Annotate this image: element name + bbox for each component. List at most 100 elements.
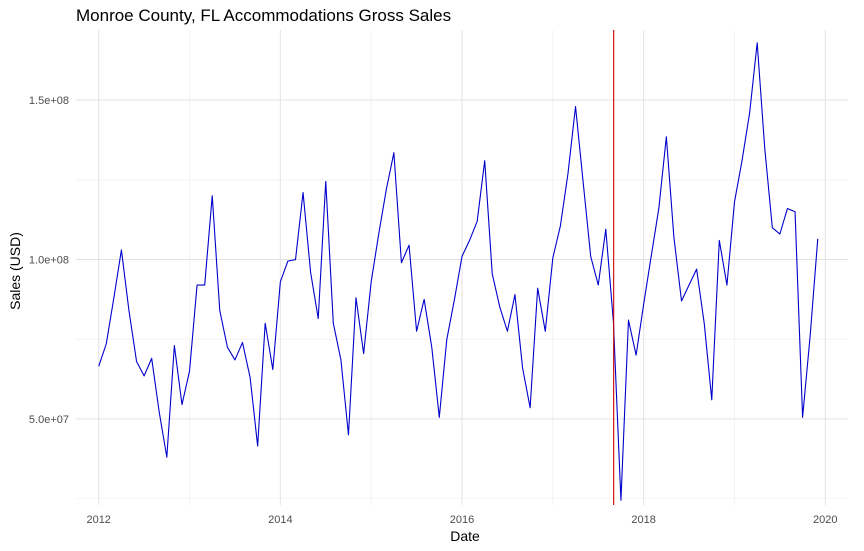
data-point [756, 42, 758, 44]
data-point [643, 303, 645, 305]
data-point [817, 238, 819, 240]
y-tick-label: 5.0e+07 [29, 414, 69, 426]
data-point [310, 271, 312, 273]
data-point [173, 345, 175, 347]
data-point [113, 297, 115, 299]
x-tick-label: 2018 [631, 514, 655, 526]
y-axis-ticks: 5.0e+07 1.0e+08 1.5e+08 [29, 95, 69, 426]
data-point [491, 273, 493, 275]
data-point [522, 367, 524, 369]
data-point [302, 192, 304, 194]
x-tick-label: 2020 [813, 514, 837, 526]
data-point [151, 357, 153, 359]
data-point [567, 173, 569, 175]
data-point [264, 322, 266, 324]
data-point [257, 445, 259, 447]
data-point [249, 377, 251, 379]
data-point [802, 416, 804, 418]
data-point [681, 300, 683, 302]
data-point [325, 181, 327, 183]
series-layer [98, 42, 819, 501]
data-point [514, 294, 516, 296]
data-point [279, 281, 281, 283]
data-point [393, 152, 395, 154]
data-point [544, 330, 546, 332]
data-point [332, 322, 334, 324]
series-line [98, 42, 819, 501]
y-tick-label: 1.0e+08 [29, 255, 69, 267]
x-tick-label: 2014 [268, 514, 292, 526]
data-point [726, 284, 728, 286]
data-point [340, 359, 342, 361]
data-point [401, 262, 403, 264]
data-point [673, 236, 675, 238]
data-point [794, 211, 796, 213]
data-point [348, 434, 350, 436]
x-tick-label: 2012 [86, 514, 110, 526]
data-point [703, 322, 705, 324]
data-point [431, 346, 433, 348]
data-point [779, 233, 781, 235]
data-point [711, 399, 713, 401]
data-point [317, 318, 319, 320]
y-tick-label: 1.5e+08 [29, 95, 69, 107]
data-point [181, 404, 183, 406]
data-point [718, 240, 720, 242]
data-point [620, 499, 622, 501]
x-axis-title: Date [450, 528, 480, 544]
data-point [454, 298, 456, 300]
data-point [696, 268, 698, 270]
data-point [764, 147, 766, 149]
data-point [605, 228, 607, 230]
data-point [787, 208, 789, 210]
data-point [121, 249, 123, 251]
data-point [749, 112, 751, 114]
data-point [582, 181, 584, 183]
data-point [628, 319, 630, 321]
data-point [771, 227, 773, 229]
data-point [355, 297, 357, 299]
data-point [552, 257, 554, 259]
data-point [665, 136, 667, 138]
data-point [688, 284, 690, 286]
data-point [461, 255, 463, 257]
data-point [438, 416, 440, 418]
data-point [166, 456, 168, 458]
data-point [98, 365, 100, 367]
data-point [416, 330, 418, 332]
data-point [196, 284, 198, 286]
x-axis-ticks: 2012 2014 2016 2018 2020 [86, 514, 837, 526]
data-point [234, 359, 236, 361]
data-point [499, 306, 501, 308]
data-point [476, 220, 478, 222]
data-point [219, 310, 221, 312]
y-axis-title: Sales (USD) [7, 232, 23, 310]
data-point [211, 195, 213, 197]
data-point [242, 342, 244, 344]
data-point [128, 310, 130, 312]
data-point [590, 255, 592, 257]
data-point [484, 160, 486, 162]
chart-title: Monroe County, FL Accommodations Gross S… [76, 6, 452, 25]
data-point [575, 106, 577, 108]
data-point [658, 208, 660, 210]
data-point [363, 353, 365, 355]
major-gridlines [76, 30, 848, 505]
data-point [378, 233, 380, 235]
data-point [295, 259, 297, 261]
data-point [143, 375, 145, 377]
data-point [227, 346, 229, 348]
data-point [507, 330, 509, 332]
data-point [385, 188, 387, 190]
data-point [734, 201, 736, 203]
data-point [537, 287, 539, 289]
data-point [559, 225, 561, 227]
data-point [105, 343, 107, 345]
data-point [408, 244, 410, 246]
data-point [158, 412, 160, 414]
data-point [287, 260, 289, 262]
data-point [809, 335, 811, 337]
data-point [597, 284, 599, 286]
data-point [469, 240, 471, 242]
